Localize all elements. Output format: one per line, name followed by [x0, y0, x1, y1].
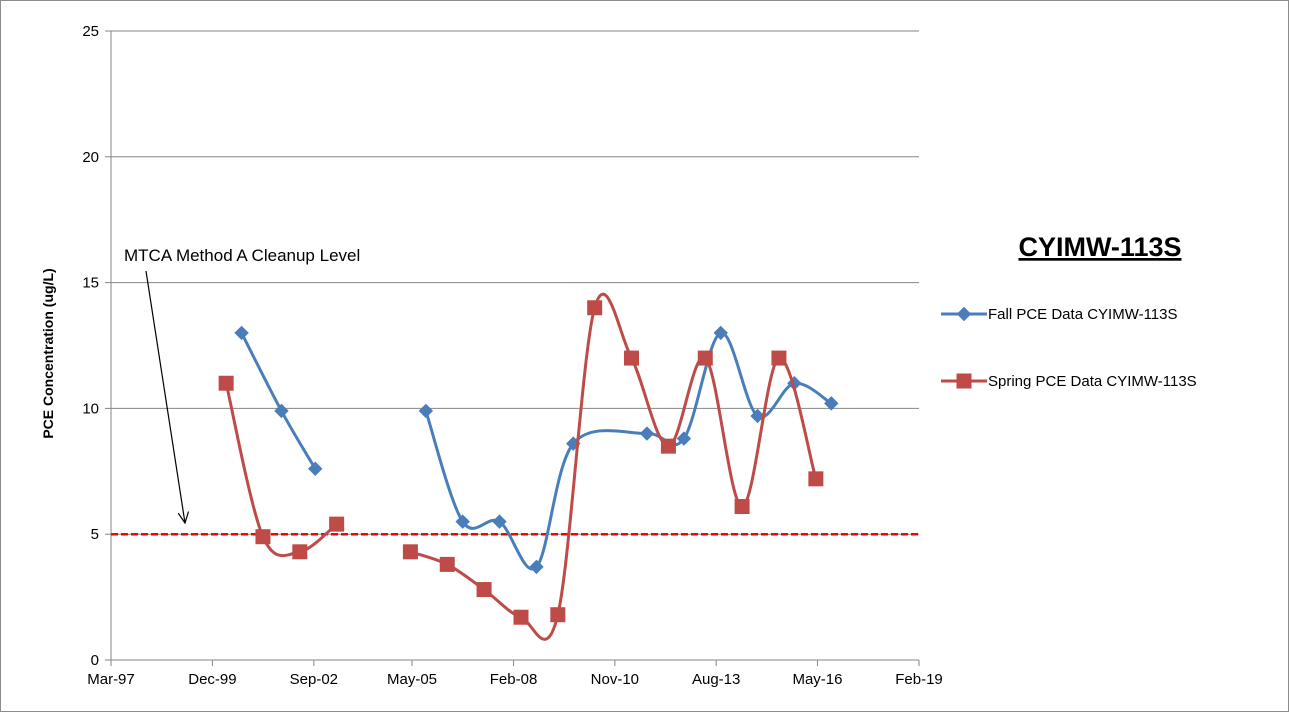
- legend-entry-spring: Spring PCE Data CYIMW-113S: [941, 373, 1197, 390]
- series-line: [240, 332, 317, 470]
- y-tick-label: 10: [82, 400, 99, 417]
- x-tick-label: Nov-10: [591, 671, 639, 688]
- data-point: [529, 559, 544, 575]
- y-tick-label: 0: [91, 652, 99, 669]
- annotation-arrowhead: [177, 511, 190, 525]
- data-point: [734, 499, 750, 515]
- data-point: [308, 461, 323, 476]
- data-point: [713, 325, 728, 341]
- x-tick-label: Aug-13: [692, 671, 740, 688]
- legend-swatch-marker: [956, 306, 972, 322]
- data-point: [550, 607, 566, 623]
- data-point: [750, 408, 765, 424]
- x-tick-label: Sep-02: [290, 671, 338, 688]
- data-point: [329, 516, 345, 532]
- grid-lines: [111, 30, 919, 535]
- legend-label: Spring PCE Data CYIMW-113S: [988, 373, 1197, 390]
- data-point: [639, 426, 655, 441]
- data-point: [587, 300, 603, 316]
- data-point: [234, 325, 249, 341]
- legend-label: Fall PCE Data CYIMW-113S: [988, 306, 1178, 323]
- y-tick-label: 15: [82, 275, 99, 292]
- data-point: [824, 396, 839, 411]
- data-point: [402, 544, 418, 560]
- data-point: [771, 350, 787, 366]
- series-fall: [234, 325, 839, 575]
- series-line: [224, 382, 338, 558]
- annotation-arrow: [145, 270, 186, 524]
- data-point: [255, 529, 271, 545]
- annotations: MTCA Method A Cleanup Level: [124, 246, 360, 525]
- series-line: [409, 292, 818, 641]
- data-point: [418, 403, 434, 419]
- legend-swatch-marker: [956, 373, 972, 389]
- x-tick-label: Dec-99: [188, 671, 236, 688]
- data-point: [439, 556, 455, 572]
- chart-title: CYIMW-113S: [1018, 232, 1181, 262]
- y-tick-label: 25: [82, 23, 99, 40]
- x-tick-label: Feb-19: [895, 671, 943, 688]
- data-point: [455, 514, 470, 529]
- data-point: [492, 514, 507, 529]
- axes: 0 5 10 15 20 25 Mar-97 Dec-99 Sep-02 May-05 Feb-08…: [40, 23, 943, 688]
- x-tick-label: May-16: [792, 671, 842, 688]
- legend-entry-fall: Fall PCE Data CYIMW-113S: [941, 306, 1178, 323]
- y-tick-label: 5: [91, 526, 99, 543]
- data-point: [660, 438, 676, 454]
- y-axis-label: PCE Concentration (ug/L): [40, 268, 56, 438]
- data-point: [218, 375, 234, 391]
- legend: CYIMW-113S Fall PCE Data CYIMW-113S Spring…: [941, 232, 1197, 390]
- x-tick-label: Feb-08: [490, 671, 538, 688]
- data-point: [624, 350, 640, 366]
- data-point: [513, 609, 529, 625]
- series-layer: [218, 292, 839, 641]
- data-point: [292, 544, 308, 560]
- series-spring: [218, 292, 824, 641]
- data-point: [808, 471, 824, 487]
- data-point: [476, 582, 492, 598]
- data-point: [274, 403, 289, 419]
- x-tick-label: May-05: [387, 671, 437, 688]
- x-tick-label: Mar-97: [87, 671, 135, 688]
- data-point: [697, 350, 713, 366]
- y-tick-label: 20: [82, 149, 99, 166]
- cleanup-level-annotation: MTCA Method A Cleanup Level: [124, 246, 360, 265]
- data-point: [676, 431, 692, 446]
